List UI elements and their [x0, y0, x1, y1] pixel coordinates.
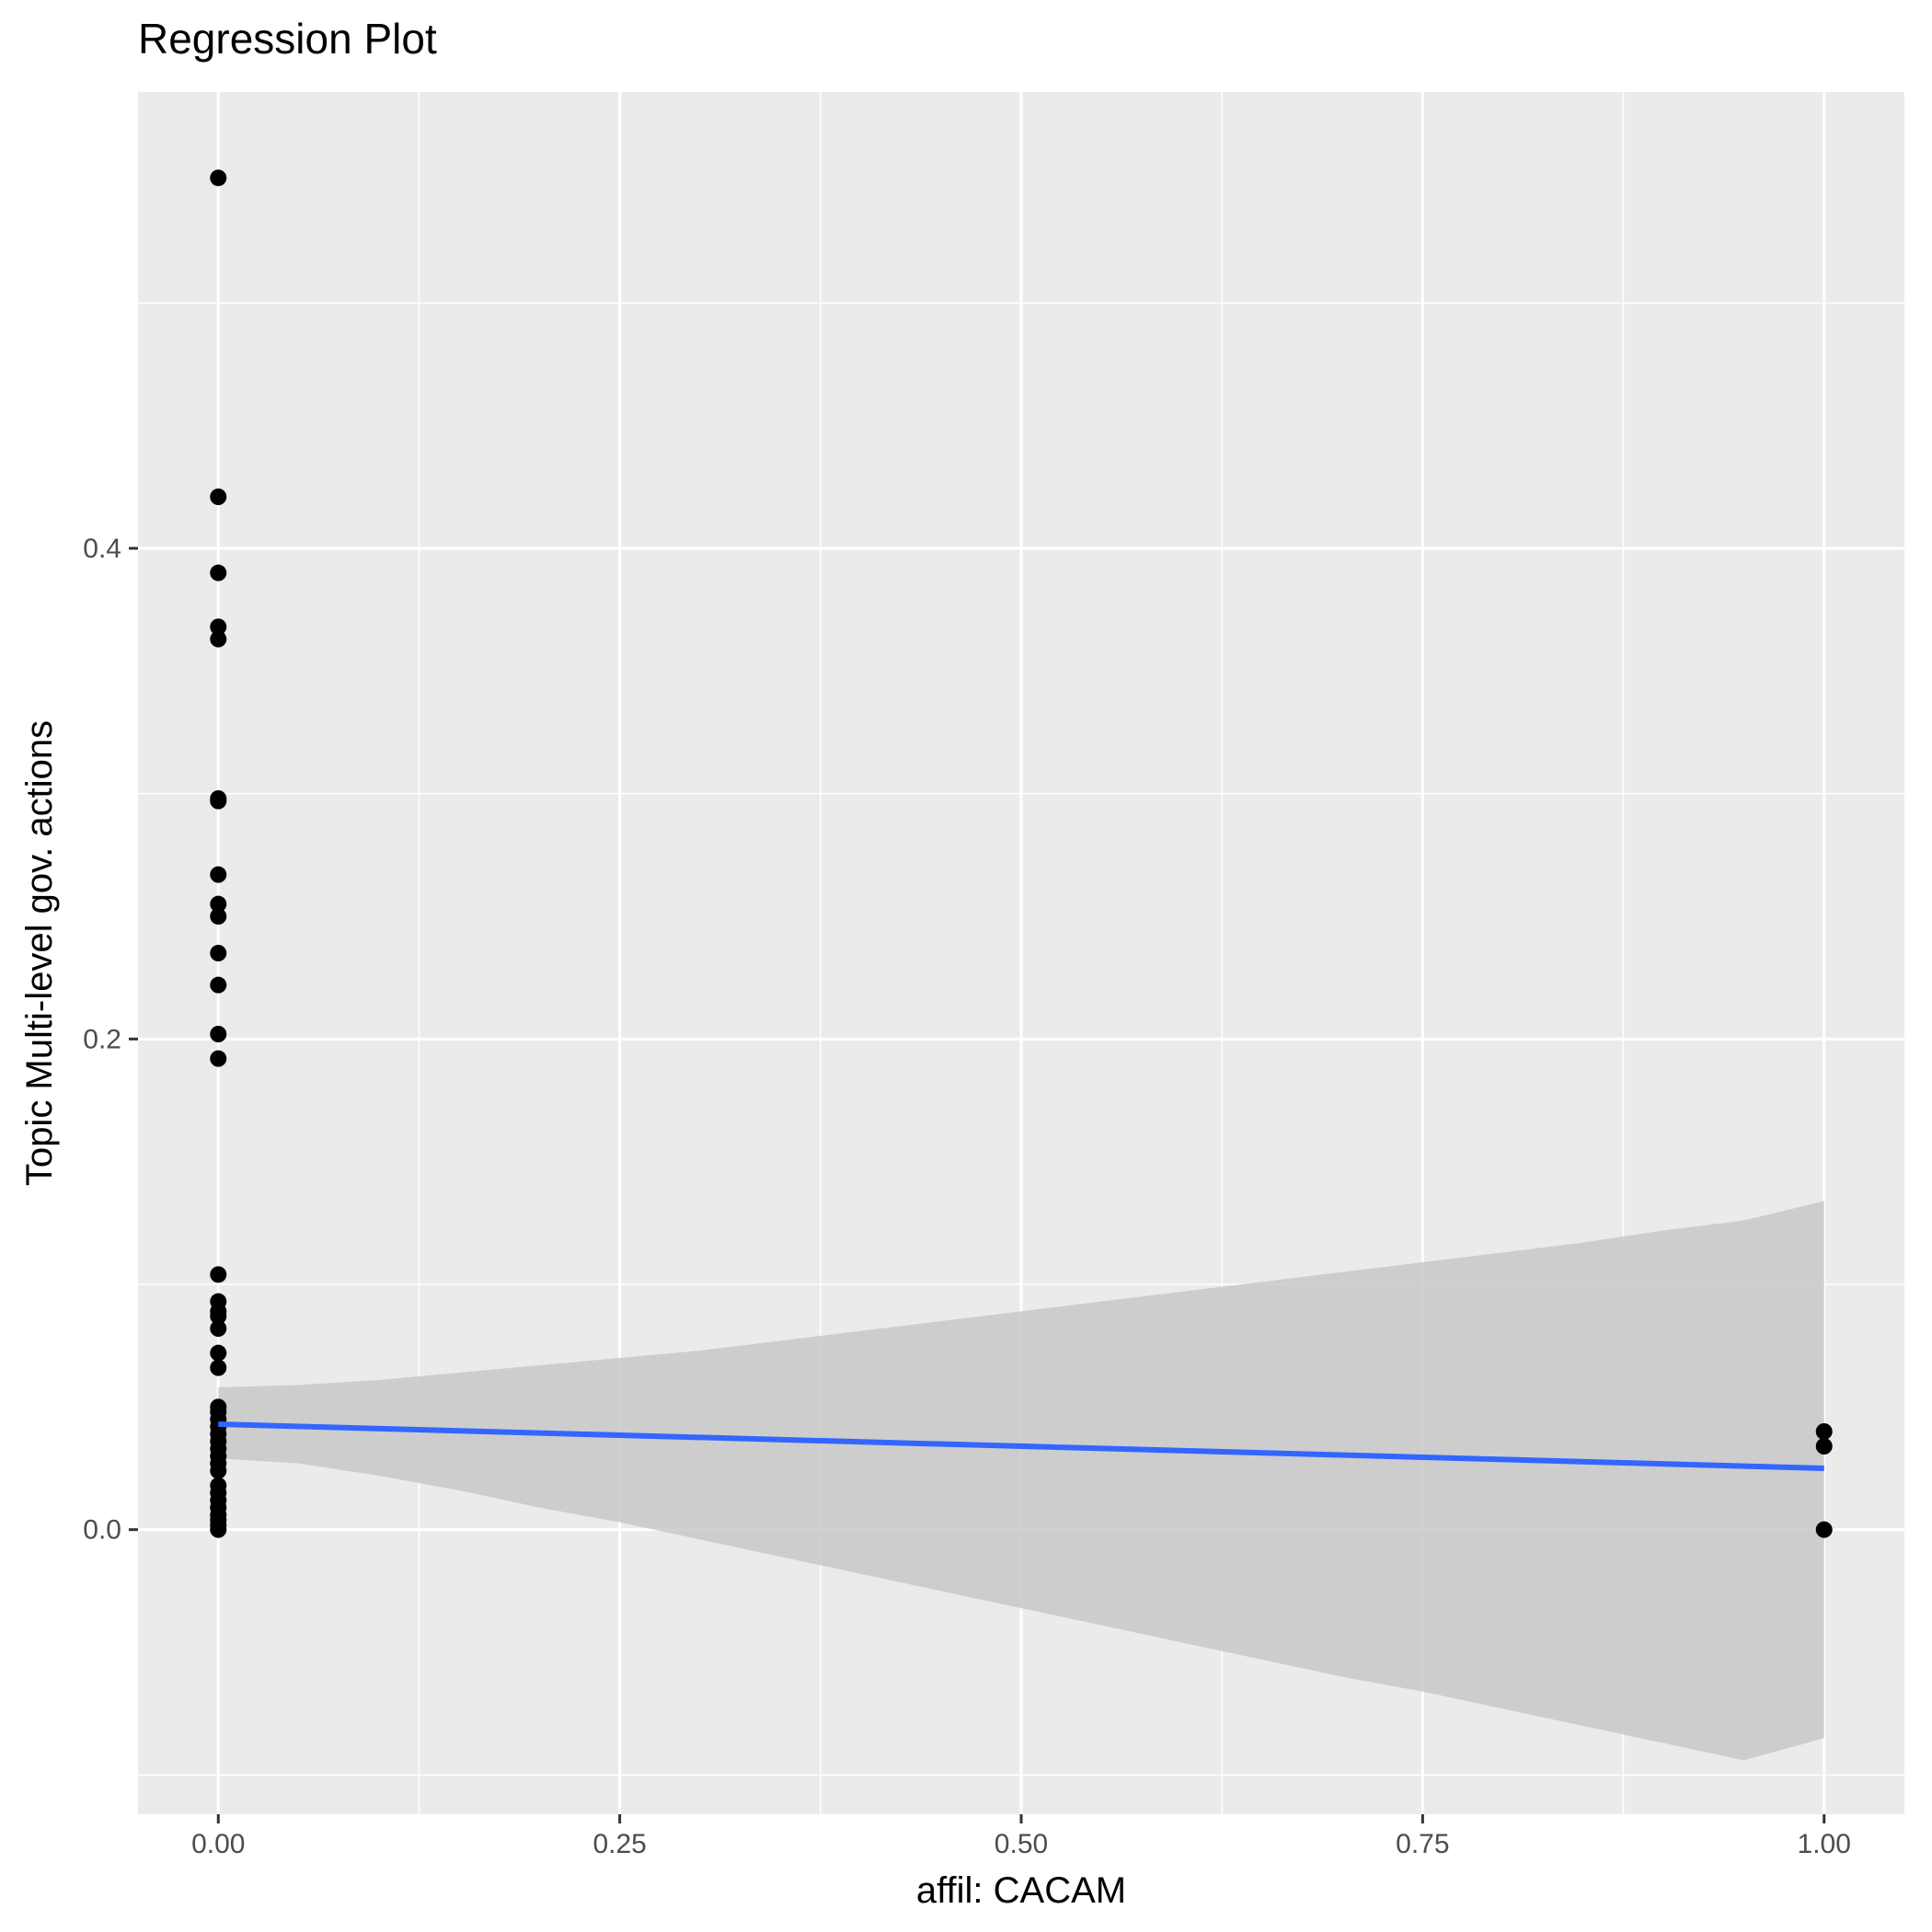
data-point	[210, 1521, 227, 1538]
regression-line	[218, 1421, 1824, 1471]
regression-line-layer	[218, 1421, 1824, 1471]
confidence-band-layer	[218, 1201, 1824, 1761]
data-point	[210, 866, 227, 883]
x-tick-label: 1.00	[1798, 1829, 1851, 1859]
data-point	[1815, 1521, 1833, 1538]
data-point	[210, 630, 227, 648]
data-point	[1815, 1438, 1833, 1455]
data-point	[210, 1344, 227, 1362]
data-point	[210, 1307, 227, 1325]
data-point	[210, 945, 227, 961]
data-point	[210, 895, 227, 913]
data-point	[210, 1266, 227, 1283]
data-point	[210, 1026, 227, 1042]
y-tick-label: 0.4	[83, 534, 121, 564]
data-point	[210, 169, 227, 187]
x-axis-title: affil: CACAM	[916, 1870, 1126, 1911]
data-point	[1815, 1423, 1833, 1440]
data-point	[210, 908, 227, 925]
data-point	[210, 564, 227, 581]
y-axis-title: Topic Multi-level gov. actions	[19, 720, 60, 1186]
x-tick-label: 0.25	[592, 1829, 646, 1859]
data-point	[210, 976, 227, 994]
x-tick-label: 0.00	[191, 1829, 245, 1859]
y-axis-ticks: 0.0 0.2 0.4	[83, 534, 138, 1546]
data-point	[210, 1050, 227, 1067]
x-tick-label: 0.50	[995, 1829, 1048, 1859]
data-point	[210, 1462, 227, 1479]
data-point	[210, 489, 227, 505]
y-tick-label: 0.2	[83, 1024, 121, 1054]
chart-title: Regression Plot	[138, 15, 437, 63]
confidence-band	[218, 1201, 1824, 1761]
data-point	[210, 792, 227, 810]
x-axis-ticks: 0.00 0.25 0.50 0.75 1.00	[191, 1814, 1851, 1859]
data-point	[210, 1359, 227, 1376]
y-tick-label: 0.0	[83, 1515, 121, 1546]
data-point	[210, 1320, 227, 1337]
x-tick-label: 0.75	[1396, 1829, 1449, 1859]
data-point	[210, 618, 227, 636]
